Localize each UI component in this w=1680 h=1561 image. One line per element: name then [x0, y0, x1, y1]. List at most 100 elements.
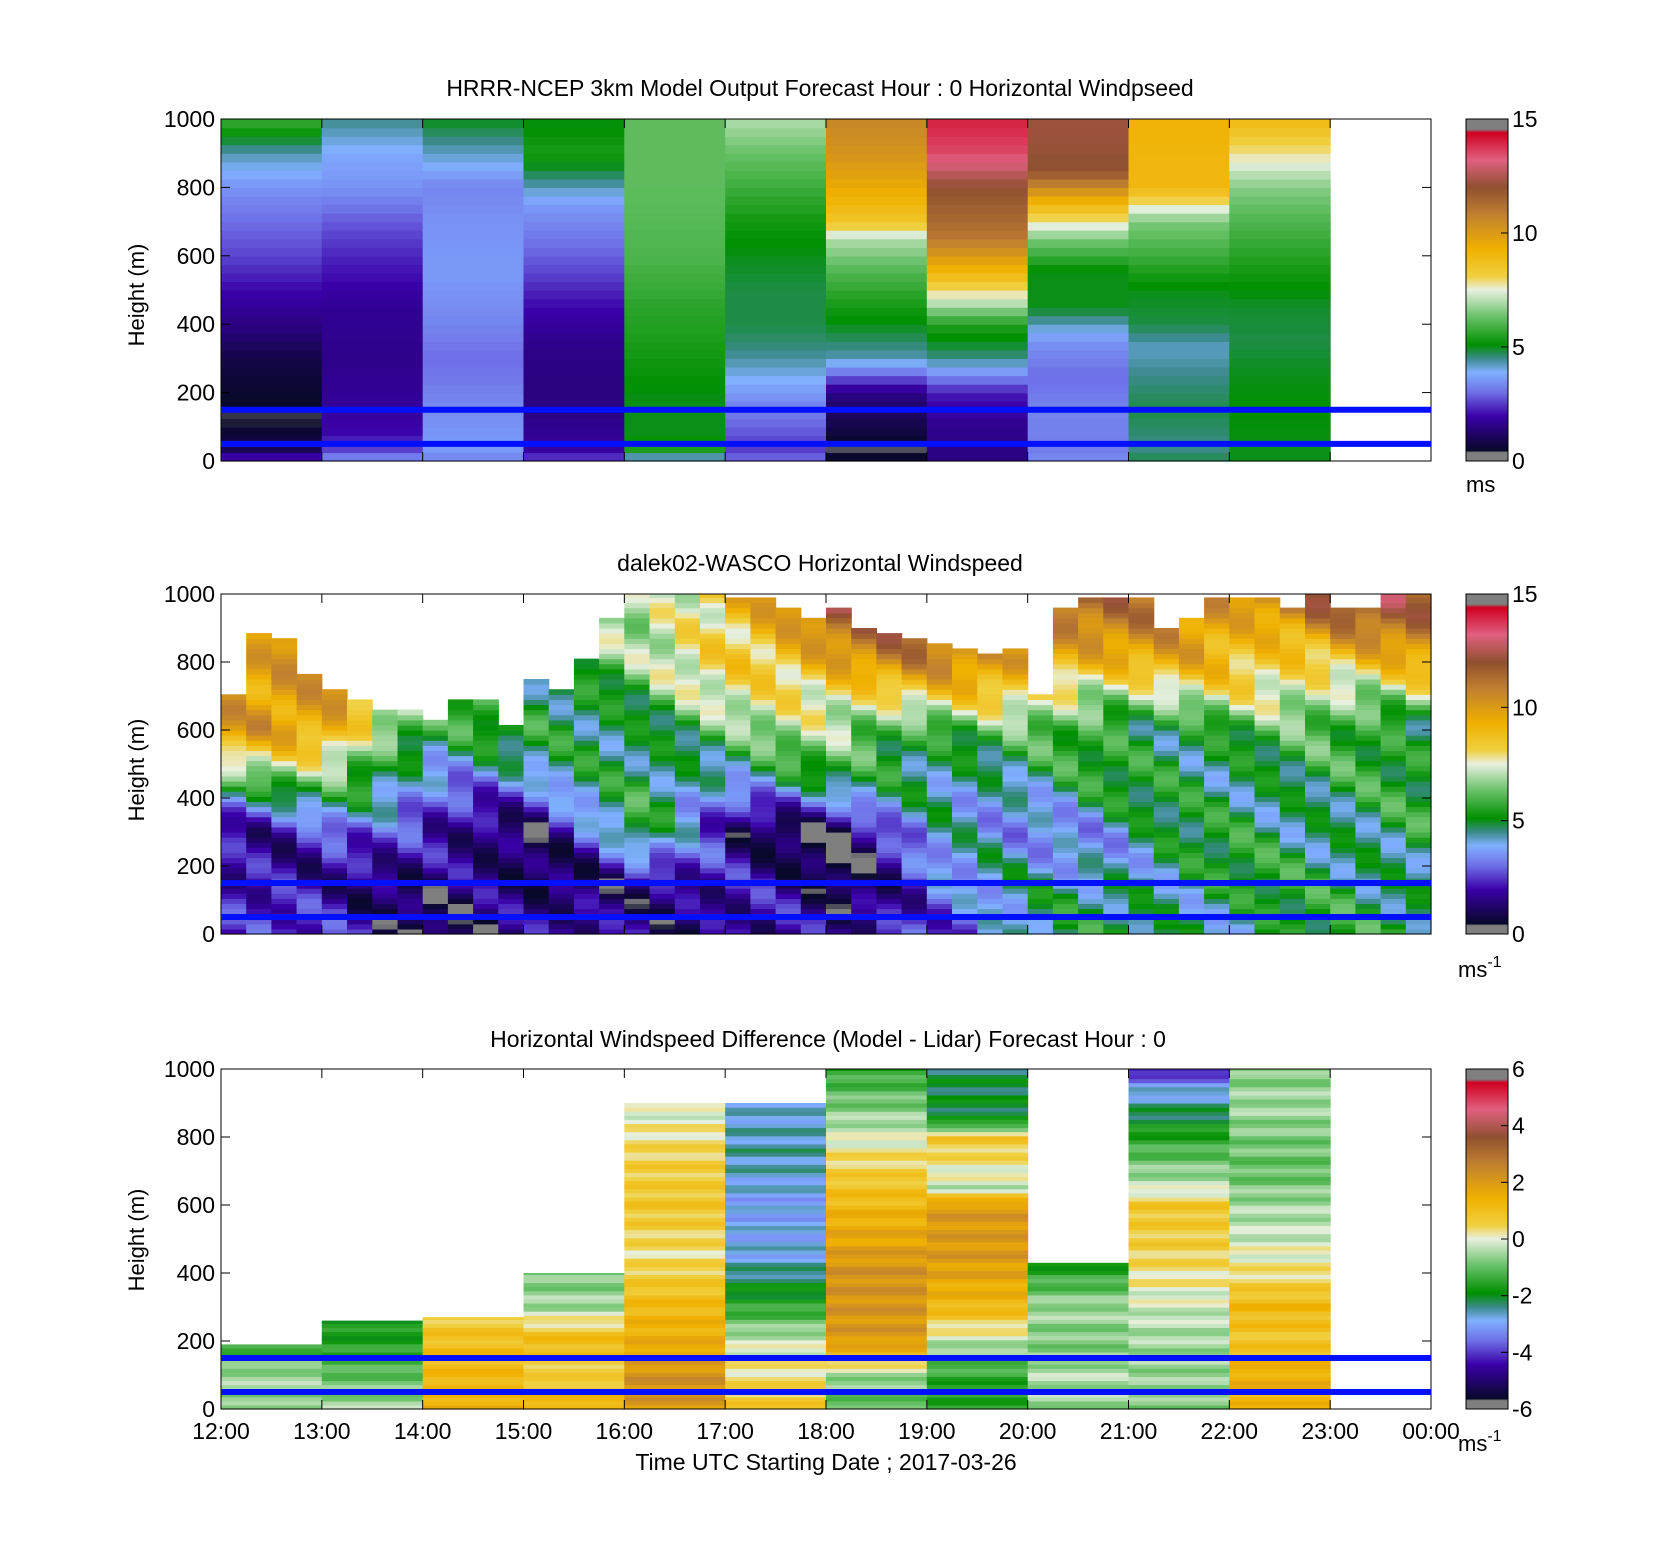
- heatmap-cell: [1405, 775, 1432, 782]
- heatmap-cell: [1128, 750, 1155, 757]
- heatmap-cell: [1078, 719, 1104, 726]
- heatmap-cell: [926, 443, 1029, 454]
- heatmap-cell: [548, 719, 575, 726]
- heatmap-cell: [1178, 781, 1205, 787]
- heatmap-cell: [649, 770, 676, 777]
- heatmap-cell: [926, 1078, 1029, 1084]
- heatmap-cell: [1128, 443, 1230, 454]
- heatmap-cell: [1405, 796, 1432, 802]
- heatmap-cell: [372, 724, 399, 731]
- heatmap-cell: [1355, 796, 1382, 802]
- heatmap-cell: [1204, 724, 1230, 731]
- heatmap-cell: [573, 837, 600, 843]
- heatmap-cell: [599, 872, 625, 879]
- heatmap-cell: [725, 602, 751, 609]
- heatmap-cell: [1405, 719, 1432, 726]
- heatmap-cell: [775, 730, 802, 736]
- heatmap-cell: [246, 821, 272, 828]
- heatmap-cell: [977, 724, 1004, 731]
- heatmap-cell: [1128, 628, 1155, 634]
- heatmap-cell: [321, 872, 348, 879]
- heatmap-cell: [851, 811, 877, 818]
- heatmap-cell: [447, 832, 474, 838]
- heatmap-cell: [624, 852, 651, 859]
- heatmap-cell: [271, 740, 298, 746]
- heatmap-cell: [599, 730, 625, 736]
- heatmap-cell: [1229, 1111, 1331, 1116]
- heatmap-cell: [674, 862, 701, 869]
- heatmap-cell: [573, 918, 600, 925]
- heatmap-cell: [1204, 775, 1230, 782]
- heatmap-cell: [1330, 622, 1356, 629]
- heatmap-cell: [422, 786, 449, 792]
- heatmap-cell: [800, 888, 827, 894]
- heatmap-cell: [876, 699, 903, 706]
- heatmap-cell: [800, 750, 827, 757]
- heatmap-cell: [1380, 684, 1407, 690]
- heatmap-cell: [1279, 918, 1306, 925]
- heatmap-cell: [422, 332, 525, 342]
- heatmap-cell: [851, 653, 877, 660]
- heatmap-cell: [700, 888, 726, 894]
- heatmap-cell: [271, 760, 298, 767]
- heatmap-cell: [1153, 760, 1180, 767]
- heatmap-cell: [926, 341, 1029, 351]
- heatmap-cell: [246, 740, 272, 746]
- heatmap-cell: [624, 195, 726, 206]
- heatmap-cell: [901, 638, 928, 644]
- heatmap-cell: [624, 923, 651, 930]
- heatmap-cell: [952, 765, 978, 772]
- heatmap-cell: [321, 298, 424, 308]
- heatmap-cell: [901, 857, 928, 864]
- heatmap-cell: [901, 872, 928, 879]
- heatmap-cell: [523, 1404, 625, 1410]
- heatmap-cell: [624, 821, 651, 828]
- heatmap-cell: [1052, 607, 1079, 614]
- heatmap-cell: [1103, 694, 1130, 700]
- heatmap-cell: [775, 770, 802, 777]
- heatmap-cell: [624, 898, 651, 904]
- heatmap-cell: [624, 735, 651, 741]
- heatmap-cell: [1027, 908, 1054, 915]
- heatmap-cell: [1279, 714, 1306, 721]
- heatmap-cell: [321, 898, 348, 904]
- heatmap-cell: [1254, 597, 1281, 604]
- heatmap-cell: [1229, 1164, 1331, 1169]
- heatmap-cell: [826, 1070, 928, 1076]
- heatmap-cell: [1279, 826, 1306, 833]
- heatmap-cell: [523, 384, 625, 394]
- heatmap-cell: [1305, 597, 1331, 604]
- heatmap-cell: [1229, 1274, 1331, 1280]
- heatmap-cell: [1128, 1074, 1230, 1080]
- heatmap-cell: [1027, 709, 1054, 716]
- heatmap-cell: [851, 903, 877, 910]
- heatmap-cell: [876, 770, 903, 777]
- heatmap-cell: [800, 898, 827, 904]
- heatmap-cell: [901, 730, 928, 736]
- heatmap-cell: [649, 847, 676, 853]
- heatmap-cell: [851, 730, 877, 736]
- heatmap-cell: [422, 1339, 525, 1345]
- heatmap-cell: [750, 699, 777, 706]
- heatmap-cell: [725, 1164, 827, 1169]
- heatmap-cell: [296, 745, 323, 751]
- heatmap-cell: [977, 775, 1004, 782]
- heatmap-cell: [1103, 617, 1130, 624]
- heatmap-cell: [1178, 791, 1205, 797]
- heatmap-cell: [221, 862, 247, 869]
- heatmap-cell: [397, 714, 424, 721]
- heatmap-cell: [1128, 1360, 1230, 1365]
- heatmap-cell: [750, 745, 777, 751]
- heatmap-cell: [750, 622, 777, 629]
- heatmap-cell: [372, 852, 399, 859]
- heatmap-cell: [1229, 1298, 1331, 1304]
- panel-model-colorbar-unit: ms: [1466, 472, 1495, 497]
- heatmap-cell: [926, 153, 1029, 163]
- heatmap-cell: [926, 704, 953, 711]
- heatmap-cell: [1204, 740, 1230, 746]
- heatmap-cell: [826, 1156, 928, 1161]
- heatmap-cell: [347, 837, 373, 843]
- heatmap-cell: [725, 740, 751, 746]
- heatmap-cell: [725, 1343, 827, 1349]
- heatmap-cell: [573, 668, 600, 675]
